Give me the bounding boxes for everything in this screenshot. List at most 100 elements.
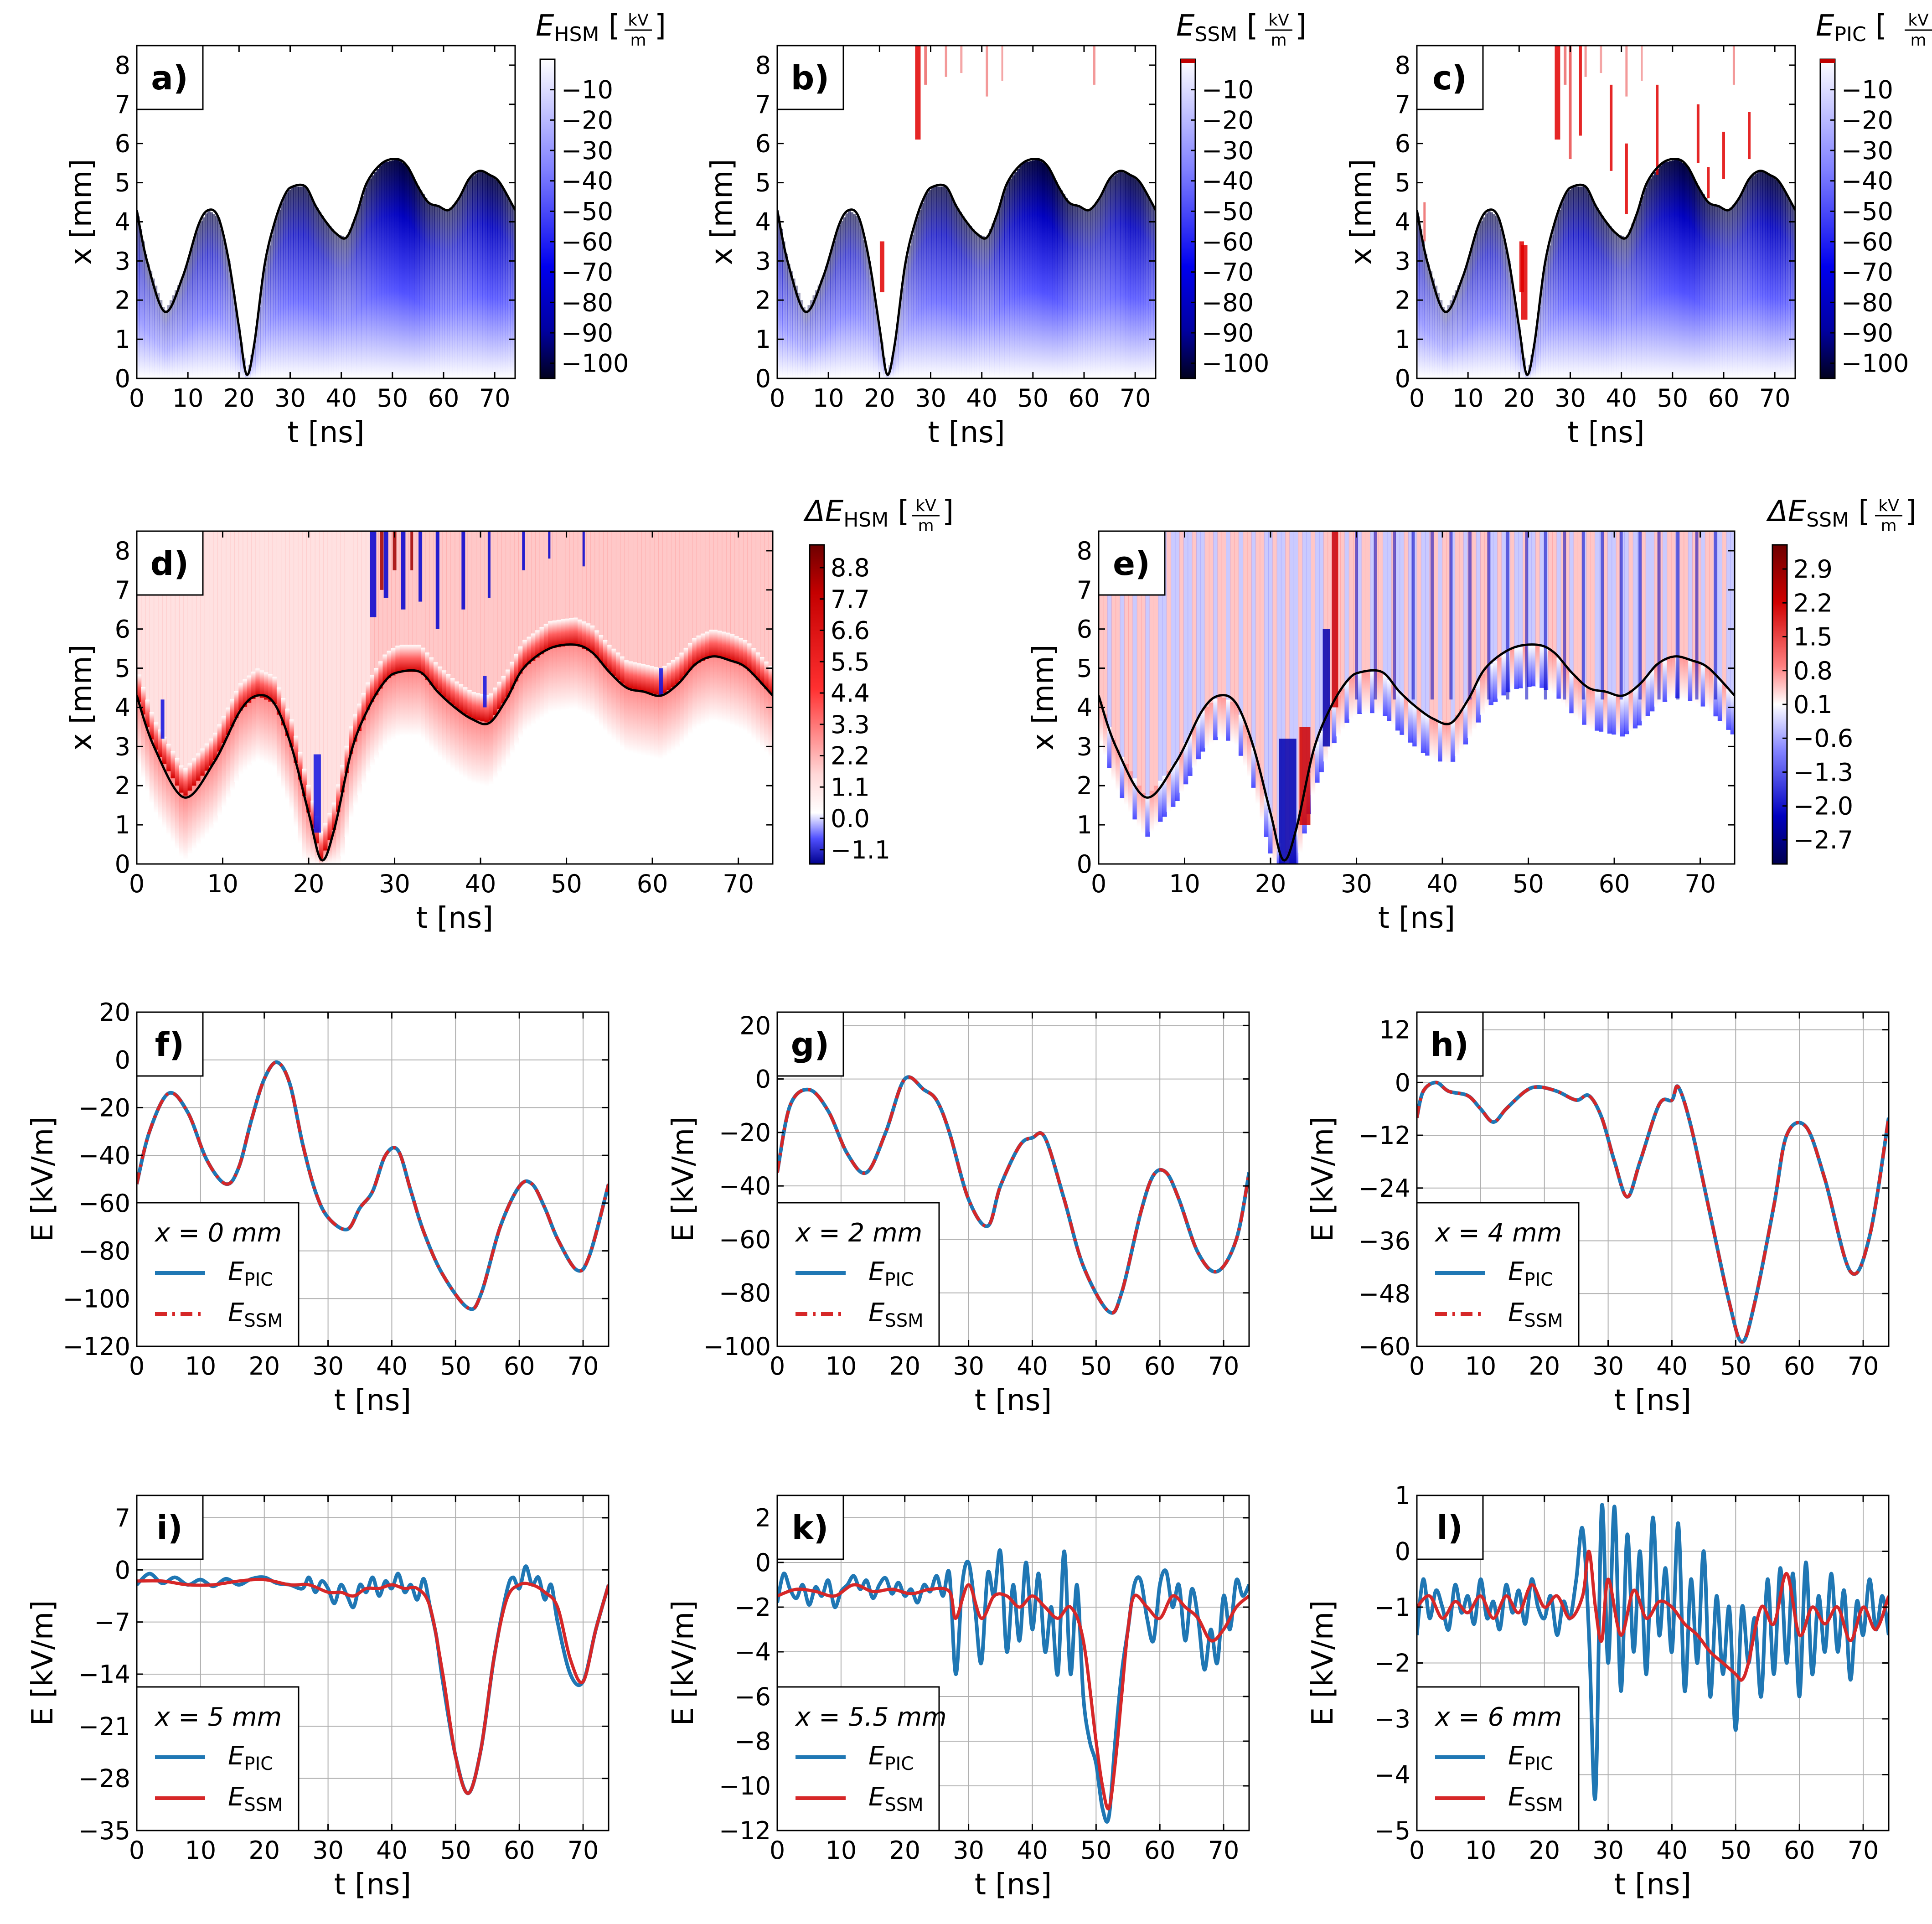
heatmap-column	[243, 531, 248, 680]
colorbar-label-bracket-close: ]	[655, 9, 666, 43]
heatmap-column	[586, 623, 591, 651]
heatmap-body	[1099, 531, 1735, 864]
heatmap-column	[1230, 701, 1235, 743]
heatmap-column	[506, 669, 511, 697]
heatmap-column	[251, 531, 256, 672]
heatmap-column	[378, 531, 383, 662]
y-tick-label: 7	[115, 1504, 130, 1532]
heatmap-column	[790, 271, 793, 378]
heatmap-column	[289, 531, 294, 719]
heatmap-column	[213, 732, 218, 760]
heatmap-column	[1590, 531, 1596, 689]
heatmap-column	[650, 531, 655, 667]
heatmap-column	[167, 305, 170, 378]
heatmap-column	[1153, 207, 1156, 378]
heatmap-column	[1400, 531, 1405, 694]
heatmap-column	[747, 671, 752, 735]
heatmap-column	[1712, 204, 1715, 378]
heatmap-column	[1391, 684, 1396, 726]
x-tick-label: 50	[1513, 869, 1544, 898]
x-tick-label: 10	[207, 869, 238, 898]
heatmap-column	[1514, 531, 1519, 648]
heatmap-column	[1722, 684, 1727, 725]
heatmap-column	[1632, 687, 1638, 729]
heatmap-column	[1616, 531, 1621, 695]
heatmap-column	[495, 180, 498, 378]
heatmap-column	[510, 203, 513, 378]
heatmap-column	[1019, 166, 1023, 378]
heatmap-column	[1444, 310, 1448, 378]
heatmap-column	[992, 223, 995, 378]
heatmap-column	[460, 194, 463, 378]
heatmap-column	[227, 261, 231, 378]
x-tick-label: 50	[1017, 384, 1049, 413]
heatmap-column	[527, 664, 532, 728]
y-tick-label: 6	[1077, 615, 1092, 644]
heatmap-column	[1442, 721, 1447, 763]
heatmap-column	[527, 636, 532, 664]
heatmap-column	[1293, 531, 1299, 830]
heatmap-column	[159, 300, 163, 378]
heatmap-column	[455, 681, 460, 709]
heatmap-column	[276, 687, 282, 715]
heatmap-column	[850, 212, 853, 378]
heatmap-column	[1782, 190, 1786, 378]
heatmap-column	[488, 693, 494, 721]
heatmap-column	[1697, 186, 1700, 378]
y-tick-label: 7	[1395, 90, 1410, 119]
x-tick-label: 60	[1784, 1836, 1815, 1865]
x-tick-label: 10	[185, 1352, 217, 1381]
x-tick-label: 0	[1409, 384, 1425, 413]
heatmap-column	[1107, 180, 1111, 378]
heatmap-column	[1527, 646, 1532, 687]
heatmap-column	[484, 722, 489, 786]
colorbar-tick-label: −50	[1841, 197, 1893, 226]
heatmap-column	[412, 531, 417, 645]
legend-entry-sub: PIC	[1524, 1269, 1553, 1290]
x-tick-label: 10	[1465, 1836, 1497, 1865]
y-axis-label: E [kV/m]	[1306, 1600, 1340, 1726]
heatmap-column	[679, 652, 684, 680]
heatmap-column	[202, 217, 206, 378]
heatmap-column	[141, 714, 146, 779]
heatmap-column	[1452, 295, 1455, 378]
heatmap-column	[145, 727, 150, 791]
heatmap-column	[497, 709, 502, 773]
heatmap-column	[1548, 531, 1553, 651]
heatmap-column	[263, 268, 266, 378]
heatmap-column	[480, 694, 485, 722]
heatmap-column	[166, 531, 171, 744]
heatmap-column	[217, 724, 222, 752]
heatmap-column	[268, 245, 271, 378]
heatmap-column	[531, 661, 536, 725]
heatmap-column	[170, 531, 176, 751]
heatmap-column	[641, 691, 646, 755]
heatmap-column	[394, 160, 397, 378]
series-line-ssm	[777, 1075, 1249, 1315]
colorbar-tick-label: 0.0	[831, 804, 870, 833]
heatmap-column	[1439, 300, 1443, 378]
y-tick-label: −4	[1374, 1761, 1410, 1790]
colorbar	[1180, 58, 1196, 379]
heatmap-column	[361, 531, 367, 693]
heatmap-column	[416, 672, 422, 736]
heatmap-column	[1446, 531, 1451, 723]
heatmap-column	[650, 666, 655, 694]
heatmap-column	[264, 672, 269, 700]
heatmap-column	[696, 635, 701, 663]
heatmap-column	[1624, 693, 1629, 734]
y-tick-label: −4	[734, 1638, 771, 1666]
front-line	[137, 158, 515, 376]
heatmap-column	[671, 687, 676, 751]
heatmap-column	[251, 672, 256, 699]
heatmap-column	[348, 229, 352, 378]
legend-entry-sub: SSM	[1524, 1310, 1563, 1331]
heatmap-column	[1556, 531, 1561, 658]
legend-entry-base: E	[868, 1741, 885, 1771]
heatmap-column	[1626, 235, 1629, 378]
heatmap-streak	[1714, 531, 1718, 700]
colorbar-label-bracket-close: ]	[1905, 495, 1917, 528]
heatmap-column	[500, 185, 503, 378]
heatmap-column	[255, 696, 260, 760]
heatmap-column	[450, 705, 455, 770]
